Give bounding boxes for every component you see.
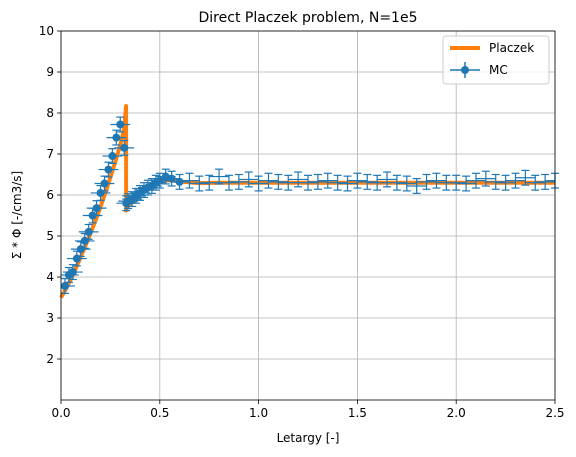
x-axis-label: Letargy [-] xyxy=(277,431,340,445)
x-tick-label: 1.0 xyxy=(249,406,268,420)
mc-point xyxy=(228,173,249,190)
mc-point xyxy=(94,175,115,192)
mc-point xyxy=(396,175,417,192)
x-tick-label: 2.0 xyxy=(447,406,466,420)
mc-point xyxy=(337,175,358,192)
mc-point xyxy=(238,171,259,188)
mc-point xyxy=(70,241,91,258)
mc-point xyxy=(114,139,135,156)
mc-marker xyxy=(72,254,81,263)
mc-marker xyxy=(100,179,109,188)
y-tick-label: 4 xyxy=(46,270,54,284)
x-tick-label: 0.0 xyxy=(51,406,70,420)
mc-point xyxy=(406,178,427,194)
mc-marker xyxy=(76,245,85,254)
mc-series xyxy=(60,116,559,294)
mc-point xyxy=(288,171,308,188)
mc-point xyxy=(456,175,476,192)
mc-point xyxy=(535,173,555,190)
mc-marker xyxy=(175,177,184,186)
mc-point xyxy=(347,172,368,189)
mc-marker xyxy=(84,227,93,236)
mc-point xyxy=(98,161,119,178)
y-tick-label: 8 xyxy=(46,106,54,120)
mc-point xyxy=(416,173,437,190)
y-axis-label: Σ * Φ [-/cm3/s] xyxy=(10,171,24,259)
y-tick-label: 10 xyxy=(39,24,54,38)
y-tick-label: 5 xyxy=(46,229,54,243)
mc-point xyxy=(327,174,348,191)
mc-marker xyxy=(108,152,117,161)
mc-point xyxy=(102,148,123,165)
mc-point xyxy=(110,116,131,133)
mc-point xyxy=(199,174,220,191)
mc-point xyxy=(219,174,239,191)
mc-point xyxy=(78,223,99,240)
mc-point xyxy=(179,172,200,189)
legend-mc-label: MC xyxy=(489,63,508,77)
mc-point xyxy=(169,173,190,190)
mc-point xyxy=(106,129,127,146)
y-tick-label: 9 xyxy=(46,65,54,79)
y-tick-label: 3 xyxy=(46,311,54,325)
x-tick-label: 1.5 xyxy=(348,406,367,420)
mc-point xyxy=(278,174,299,191)
mc-point xyxy=(466,172,486,189)
mc-point xyxy=(308,173,328,190)
mc-point xyxy=(426,172,447,189)
mc-marker xyxy=(92,204,101,213)
mc-point xyxy=(367,174,388,191)
legend: Placzek MC xyxy=(442,35,550,85)
mc-marker xyxy=(104,165,113,174)
legend-placzek-label: Placzek xyxy=(489,41,534,55)
x-tick-label: 0.5 xyxy=(150,406,169,420)
y-tick-label: 7 xyxy=(46,147,54,161)
mc-point xyxy=(525,174,546,191)
mc-point xyxy=(475,170,496,187)
mc-point xyxy=(209,168,229,185)
mc-point xyxy=(62,264,83,281)
mc-point xyxy=(298,174,318,191)
mc-marker xyxy=(116,120,125,129)
mc-point xyxy=(357,173,378,190)
y-tick-label: 2 xyxy=(46,352,54,366)
mc-point xyxy=(485,173,506,190)
mc-marker xyxy=(112,133,121,142)
mc-marker xyxy=(96,188,105,197)
axes-layer: 0.0 0.5 1.0 1.5 2.0 2.5 2 3 4 5 6 7 8 9 10 xyxy=(39,24,565,420)
mc-marker xyxy=(167,174,176,183)
mc-point xyxy=(268,173,289,190)
mc-point xyxy=(248,175,269,192)
mc-point xyxy=(495,174,516,191)
plot-frame xyxy=(60,30,556,401)
legend-mc-marker xyxy=(461,66,469,74)
x-tick-label: 2.5 xyxy=(545,406,564,420)
mc-marker xyxy=(68,268,77,277)
mc-marker xyxy=(80,236,89,245)
mc-point xyxy=(317,172,338,189)
mc-marker xyxy=(120,143,129,152)
mc-point xyxy=(377,171,397,188)
mc-point xyxy=(258,172,279,189)
y-tick-label: 6 xyxy=(46,188,54,202)
mc-point xyxy=(387,174,407,191)
mc-point xyxy=(446,174,467,191)
mc-marker xyxy=(60,282,69,291)
mc-point xyxy=(505,172,526,189)
chart-title: Direct Placzek problem, N=1e5 xyxy=(199,10,418,26)
mc-point xyxy=(189,175,210,192)
